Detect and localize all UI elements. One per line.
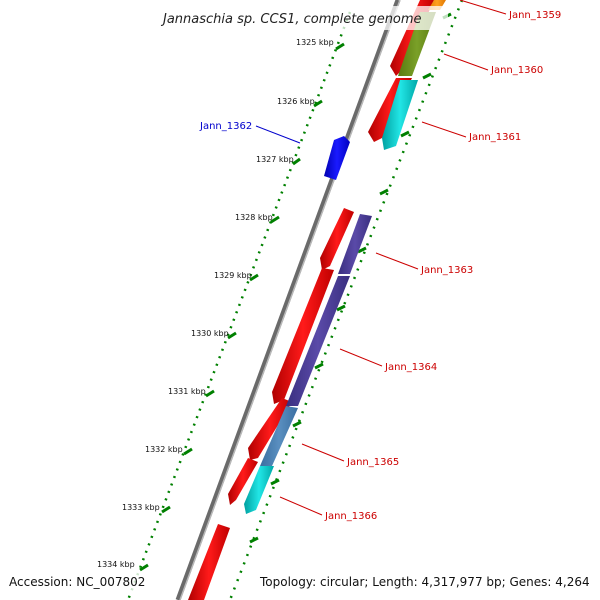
- genome-backbone: [175, 0, 401, 600]
- label-leaders: [255, 0, 507, 516]
- leader-line: [301, 443, 345, 462]
- scale-tick: [161, 505, 171, 514]
- scale-ring-outer: [228, 0, 464, 600]
- leader-line: [443, 53, 489, 71]
- accession-text: Accession: NC_007802: [9, 575, 145, 589]
- scale-tick: [335, 42, 345, 51]
- gene-label-jann-1363: Jann_1363: [420, 265, 473, 276]
- scale-label: 1327 kbp: [256, 155, 294, 164]
- scale-tick: [292, 420, 302, 428]
- leader-line: [459, 0, 507, 15]
- scale-label: 1330 kbp: [191, 329, 229, 338]
- gene-label-jann-1365: Jann_1365: [346, 457, 399, 468]
- cds-feature: [272, 268, 334, 404]
- scale-tick: [183, 447, 193, 456]
- scale-tick: [139, 563, 149, 572]
- scale-tick: [270, 215, 280, 224]
- scale-label: 1326 kbp: [277, 97, 315, 106]
- scale-labels: 1325 kbp 1326 kbp 1327 kbp 1328 kbp 1329…: [97, 38, 334, 569]
- gene-feature-jann-1365: [260, 406, 298, 466]
- cds-feature: [228, 458, 258, 505]
- scale-tick: [357, 246, 367, 254]
- scale-tick: [422, 72, 432, 80]
- map-title: Jannaschia sp. CCS1, complete genome: [158, 6, 448, 30]
- leader-line: [421, 121, 467, 138]
- gene-feature-jann-1361: [382, 80, 418, 150]
- gene-label-jann-1360: Jann_1360: [490, 65, 543, 76]
- gene-label-jann-1362: Jann_1362: [199, 121, 252, 132]
- gene-label-jann-1364: Jann_1364: [384, 362, 437, 373]
- scale-label: 1331 kbp: [168, 387, 206, 396]
- leader-line: [255, 125, 301, 144]
- genome-summary-text: Topology: circular; Length: 4,317,977 bp…: [259, 575, 590, 589]
- leader-line: [339, 348, 383, 367]
- scale-tick: [249, 273, 259, 282]
- scale-ring-inner: [126, 11, 352, 600]
- leader-line: [375, 252, 419, 270]
- gene-label-jann-1366: Jann_1366: [324, 511, 377, 522]
- page-title: Jannaschia sp. CCS1, complete genome: [160, 12, 422, 27]
- scale-tick: [227, 331, 237, 340]
- cds-feature: [248, 398, 292, 460]
- gene-feature-jann-1364: [286, 276, 350, 406]
- scale-tick: [313, 99, 323, 108]
- scale-label: 1332 kbp: [145, 445, 183, 454]
- cds-feature: [188, 524, 230, 600]
- gene-label-jann-1359: Jann_1359: [508, 10, 561, 21]
- gene-feature-jann-1362: [324, 136, 350, 180]
- gene-labels: Jann_1359 Jann_1360 Jann_1361 Jann_1362 …: [199, 10, 561, 522]
- cds-feature: [320, 208, 354, 270]
- scale-tick: [336, 304, 346, 312]
- leader-line: [279, 496, 323, 516]
- gene-label-jann-1361: Jann_1361: [468, 132, 521, 143]
- scale-label: 1334 kbp: [97, 560, 135, 569]
- scale-tick: [249, 536, 259, 544]
- map-footer: Accession: NC_007802 Topology: circular;…: [4, 573, 594, 591]
- scale-tick: [292, 157, 301, 166]
- outer-ring-ticks: [249, 12, 452, 544]
- scale-tick: [205, 389, 215, 398]
- gene-feature-jann-1363: [338, 214, 372, 274]
- scale-ticks: [139, 42, 345, 572]
- scale-tick: [314, 362, 324, 370]
- other-features: [244, 0, 446, 514]
- scale-label: 1328 kbp: [235, 213, 273, 222]
- scale-label: 1325 kbp: [296, 38, 334, 47]
- scale-tick: [270, 478, 280, 486]
- scale-tick: [379, 188, 389, 196]
- scale-label: 1333 kbp: [122, 503, 160, 512]
- gene-feature-jann-1366: [244, 466, 274, 514]
- scale-tick: [400, 130, 410, 138]
- scale-label: 1329 kbp: [214, 271, 252, 280]
